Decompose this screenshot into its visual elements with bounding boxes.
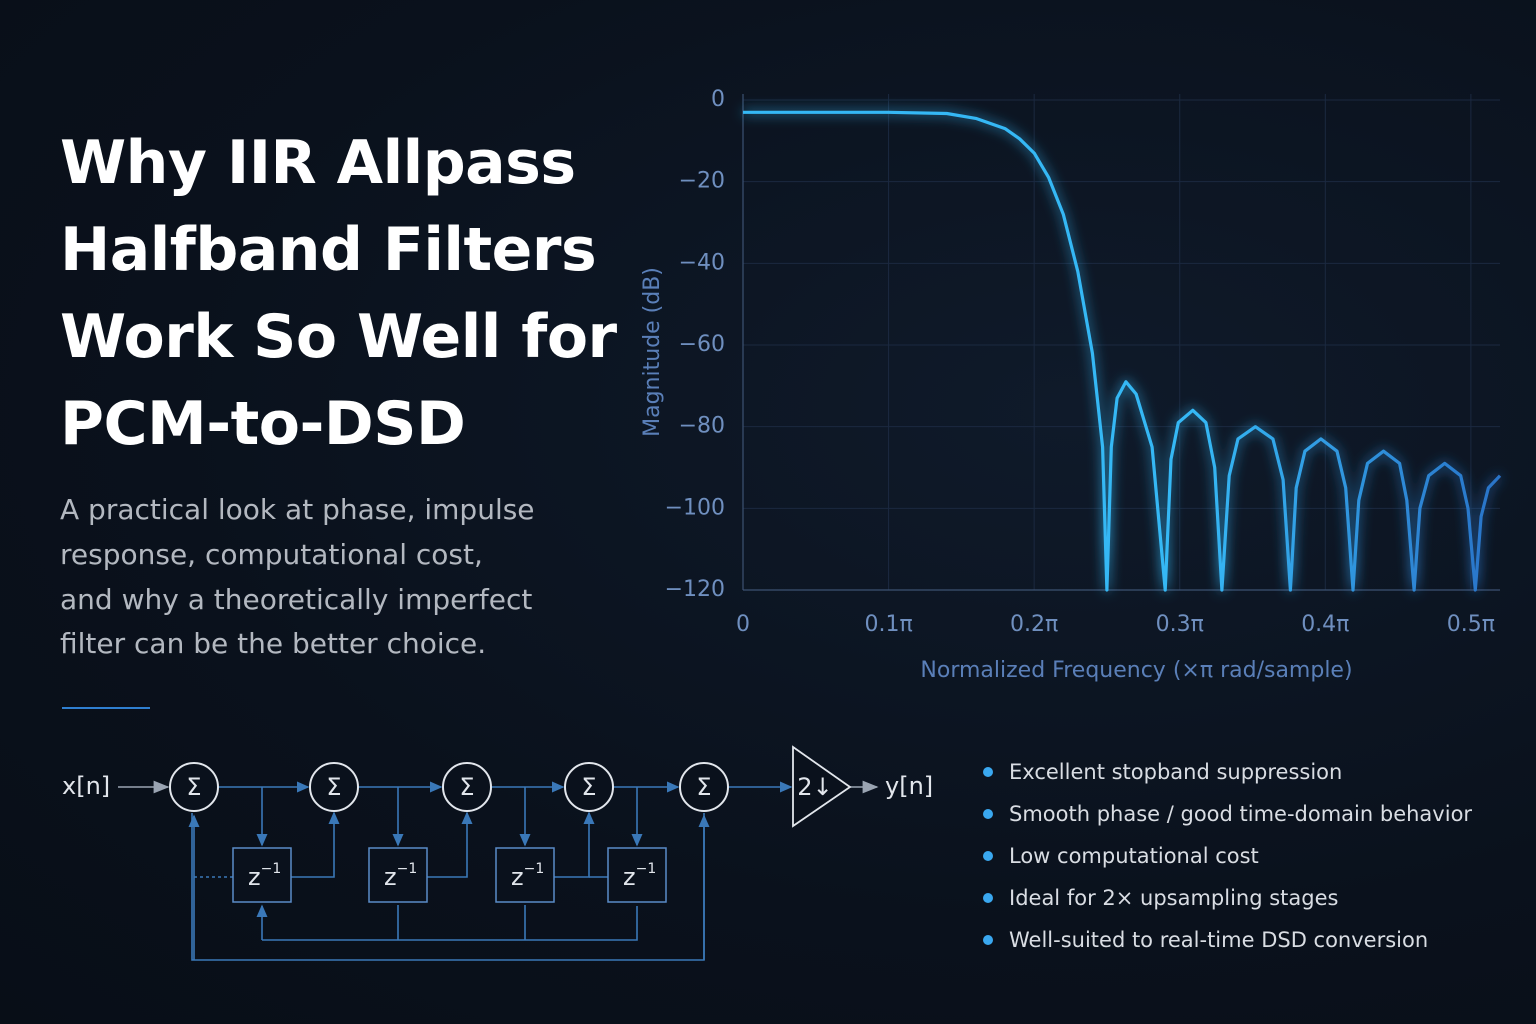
adder-label: Σ [326, 773, 341, 801]
delay-box [495, 847, 555, 903]
bullet-list: Excellent stopband suppression Smooth ph… [983, 760, 1472, 952]
adder-label: Σ [581, 773, 596, 801]
adder [679, 762, 729, 812]
bullet-text: Smooth phase / good time-domain behavior [1009, 802, 1472, 826]
subtitle-line: response, computational cost, [60, 538, 483, 571]
wire [397, 905, 526, 940]
bullet-text: Excellent stopband suppression [1009, 760, 1342, 784]
title-line: PCM-to-DSD [60, 389, 466, 459]
delay-label: z−1 [384, 861, 417, 891]
title-line: Halfband Filters [60, 215, 597, 285]
adder-label: Σ [459, 773, 474, 801]
title-line: Work So Well for [60, 302, 617, 372]
x-tick-label: 0.1π [864, 612, 912, 637]
y-axis-label: Magnitude (dB) [640, 267, 665, 437]
bullet-dot [983, 851, 993, 861]
x-tick-label: 0.3π [1156, 612, 1204, 637]
output-label: y[n] [885, 772, 933, 800]
title-line: Why IIR Allpass [60, 128, 576, 198]
adder [169, 762, 219, 812]
delay-label: z−1 [511, 861, 544, 891]
bullet-text: Well-suited to real-time DSD conversion [1009, 928, 1428, 952]
adder [564, 762, 614, 812]
bullet-text: Low computational cost [1009, 844, 1259, 868]
x-tick-label: 0 [736, 612, 750, 637]
y-tick-label: −40 [679, 250, 725, 275]
delay-box [232, 847, 292, 903]
bullet-dot [983, 893, 993, 903]
bullet-dot [983, 935, 993, 945]
bullet-dot [983, 809, 993, 819]
delay-label: z−1 [623, 861, 656, 891]
block-diagram: x[n] [62, 745, 933, 961]
input-label: x[n] [62, 772, 110, 800]
delay-box [368, 847, 428, 903]
delay-label: z−1 [248, 861, 281, 891]
wire [262, 906, 638, 941]
delay-box [607, 847, 667, 903]
subtitle-line: A practical look at phase, impulse [60, 493, 535, 526]
y-tick-label: −100 [665, 495, 725, 520]
x-tick-label: 0.5π [1447, 612, 1495, 637]
y-tick-label: −120 [665, 577, 725, 602]
y-tick-label: 0 [711, 87, 725, 112]
adder-label: Σ [186, 773, 201, 801]
x-axis-label: Normalized Frequency (×π rad/sample) [920, 658, 1352, 683]
decimator-label: 2↓ [797, 773, 832, 801]
subtitle-line: filter can be the better choice. [60, 627, 487, 660]
x-tick-label: 0.2π [1010, 612, 1058, 637]
y-tick-label: −20 [679, 169, 725, 194]
wire [554, 811, 595, 878]
adder [309, 762, 359, 812]
adder-label: Σ [696, 773, 711, 801]
y-tick-label: −60 [679, 332, 725, 357]
x-tick-label: 0.4π [1301, 612, 1349, 637]
bullet-text: Ideal for 2× upsampling stages [1009, 886, 1338, 910]
y-tick-label: −80 [679, 414, 725, 439]
plot: 0 −20 −40 −60 −80 −100 −120 0 0.1π 0.2π 0.3π 0.4π 0.… [640, 87, 1502, 683]
decimator [792, 745, 852, 828]
wire [427, 811, 473, 878]
series-line [743, 110, 1502, 592]
bullet-dot [983, 767, 993, 777]
divider [62, 707, 150, 709]
wire [291, 811, 340, 878]
adder [442, 762, 492, 812]
subtitle-line: and why a theoretically imperfect [60, 583, 533, 616]
